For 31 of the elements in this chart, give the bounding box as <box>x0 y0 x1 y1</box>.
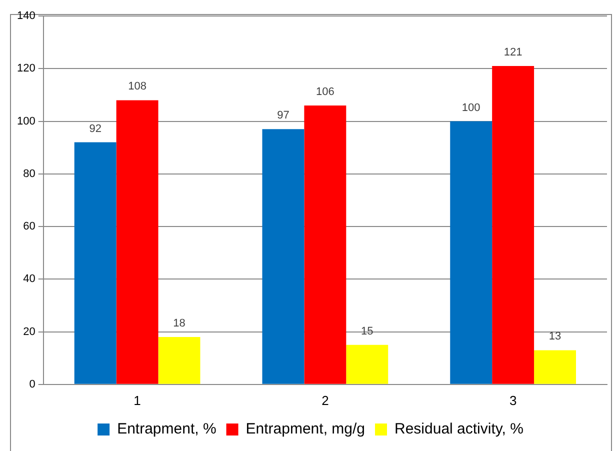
bar <box>158 337 200 384</box>
y-tick-label: 80 <box>23 168 36 180</box>
data-label: 13 <box>548 330 562 343</box>
y-tick-label: 140 <box>16 10 36 22</box>
bar <box>534 350 576 384</box>
x-tick-label: 2 <box>322 392 329 408</box>
bar <box>74 142 116 384</box>
bar <box>304 105 346 384</box>
data-label: 100 <box>462 102 480 114</box>
data-label: 108 <box>128 80 146 93</box>
x-tick-label: 1 <box>134 392 141 408</box>
bar <box>116 100 158 384</box>
data-label: 18 <box>173 318 186 330</box>
y-tick-label: 40 <box>23 273 36 286</box>
y-tick-label: 100 <box>16 115 36 128</box>
data-label: 106 <box>316 86 334 98</box>
y-tick-label: 60 <box>23 220 36 233</box>
y-tick-label: 0 <box>29 378 36 390</box>
x-tick-label: 3 <box>509 392 517 408</box>
legend-label: Entrapment, % <box>117 420 216 438</box>
bar <box>450 121 492 384</box>
bar <box>346 344 388 384</box>
data-label: 121 <box>504 46 522 59</box>
legend-label: Residual activity, % <box>394 420 524 438</box>
data-label: 97 <box>277 110 290 122</box>
bar <box>492 66 534 384</box>
bar <box>262 129 304 384</box>
legend-label: Entrapment, mg/g <box>246 420 366 438</box>
y-tick-label: 20 <box>23 326 36 338</box>
y-tick-label: 120 <box>16 62 36 75</box>
data-label: 92 <box>89 122 102 135</box>
